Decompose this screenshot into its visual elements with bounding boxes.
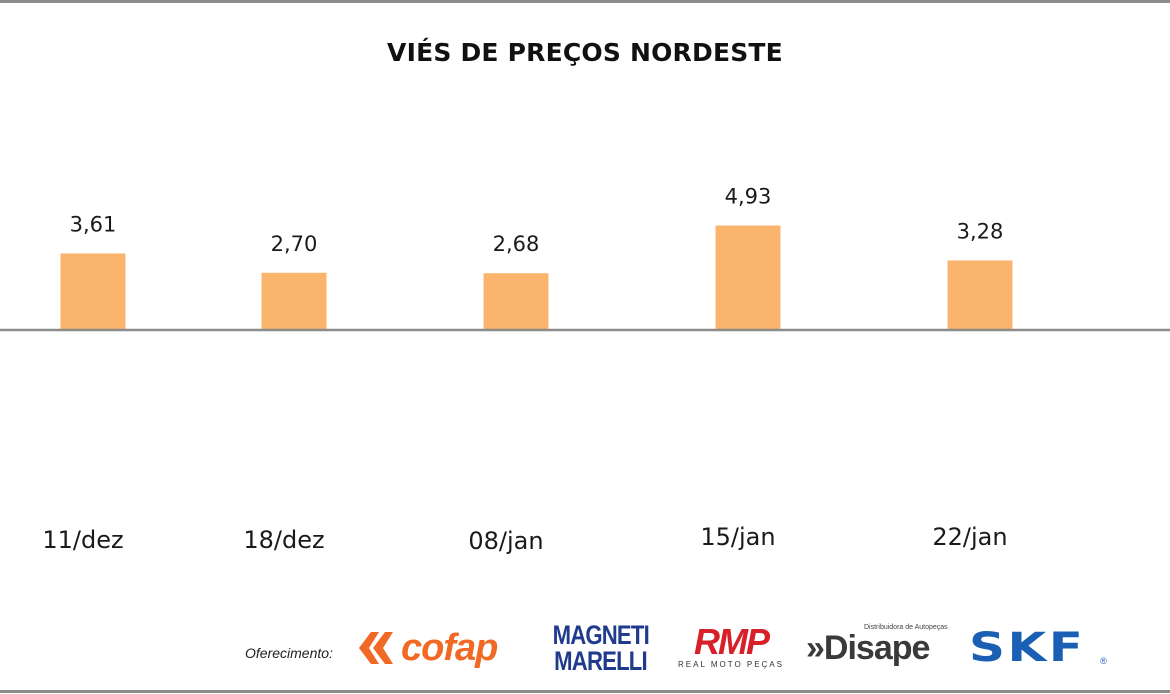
- category-label-08-jan: 08/jan: [468, 527, 543, 555]
- category-labels-group: 11/dez 18/dez 08/jan 15/jan 22/jan: [42, 523, 1007, 555]
- bar-chart: 3,612,70 2,684,933,28 11/dez 18/dez 08/jan 1…: [0, 184, 1170, 555]
- skf-logo: SKF ®: [969, 625, 1107, 671]
- disape-tagline: Distribuidora de Autopeças: [864, 624, 948, 631]
- rmp-wordmark: RMP: [694, 621, 770, 662]
- bar-11-dez: [60, 253, 126, 330]
- bar-15-jan: [715, 225, 781, 330]
- skf-wordmark: SKF: [969, 625, 1086, 671]
- value-label-15-jan: 4,93: [725, 184, 772, 208]
- bar-08-jan: [483, 273, 549, 330]
- marelli-wordmark: MARELLI: [554, 645, 648, 676]
- sponsor-label: Oferecimento:: [245, 645, 333, 661]
- value-label-08-jan: 2,68: [493, 232, 540, 256]
- rmp-logo: RMP REAL MOTO PEÇAS: [678, 621, 785, 670]
- value-label-11-dez: 3,61: [70, 212, 117, 236]
- magneti-marelli-logo: MAGNETI MARELLI: [542, 620, 660, 676]
- value-label-18-dez: 2,70: [271, 232, 318, 256]
- disape-logo: Distribuidora de Autopeças »Disape: [806, 624, 948, 665]
- disape-wordmark: »Disape: [806, 629, 930, 667]
- top-rule: [0, 0, 1170, 3]
- cofap-logo: cofap: [355, 626, 498, 670]
- category-label-18-dez: 18/dez: [243, 526, 324, 554]
- category-label-15-jan: 15/jan: [700, 523, 775, 551]
- chart-title: VIÉS DE PREÇOS NORDESTE: [387, 38, 783, 67]
- category-label-11-dez: 11/dez: [42, 526, 123, 554]
- cofap-wordmark: cofap: [401, 626, 498, 669]
- value-label-22-jan: 3,28: [957, 219, 1004, 243]
- bottom-rule: [0, 690, 1170, 693]
- bars-group: [60, 225, 1013, 330]
- rmp-tagline: REAL MOTO PEÇAS: [678, 660, 785, 669]
- value-labels-group: 3,61 2,70 2,68 4,93 3,28: [70, 184, 1004, 256]
- category-label-22-jan: 22/jan: [932, 523, 1007, 551]
- bar-22-jan: [947, 260, 1013, 330]
- magneti-wordmark: MAGNETI: [552, 620, 650, 650]
- skf-registered-mark: ®: [1100, 656, 1107, 666]
- cofap-mark-icon: [359, 632, 393, 664]
- bar-18-dez: [261, 272, 327, 330]
